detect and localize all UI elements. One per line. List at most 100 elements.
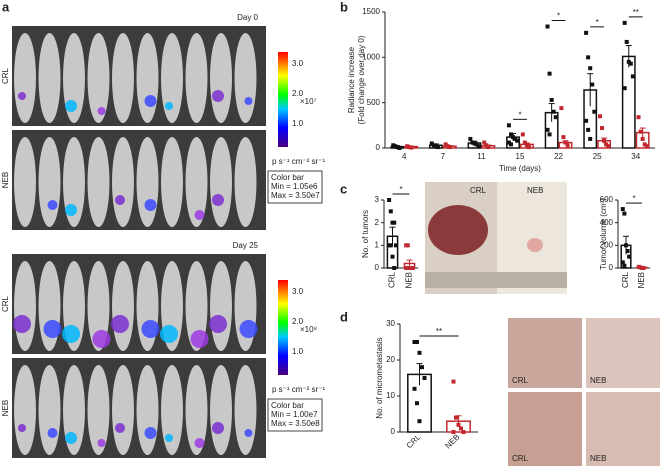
data-point [392, 266, 397, 270]
data-point [470, 140, 475, 145]
photo [586, 392, 660, 466]
mouse [14, 137, 36, 227]
data-point [626, 59, 631, 64]
signal [244, 97, 253, 105]
data-point [506, 123, 511, 128]
mouse [63, 33, 85, 123]
data-point [559, 106, 564, 111]
data-point [435, 145, 440, 150]
x-tick-label: CRL [621, 271, 630, 288]
data-point [553, 115, 558, 120]
data-point [561, 135, 566, 140]
data-point [644, 144, 649, 149]
x-tick-label: NEB [405, 272, 414, 288]
mouse [210, 33, 232, 123]
x-tick-label: NEB [443, 433, 461, 451]
mouse [38, 33, 61, 123]
photo [508, 392, 582, 466]
signal [97, 107, 106, 115]
data-point [459, 426, 463, 431]
y-tick-label: 0 [376, 143, 381, 152]
x-tick-label: 25 [593, 152, 602, 161]
y-tick-label: 200 [600, 240, 614, 249]
tumor [527, 238, 543, 252]
signal [47, 200, 58, 210]
data-point [433, 144, 438, 149]
data-point [586, 55, 591, 60]
mouse [210, 261, 232, 351]
data-point [627, 254, 632, 259]
significance-label: * [399, 185, 402, 194]
signal [190, 330, 209, 348]
signal [47, 428, 58, 438]
colorbar-info: Color bar [271, 173, 304, 182]
data-point [547, 132, 552, 137]
x-tick-label: 4 [402, 152, 407, 161]
y-tick-label: 0 [609, 263, 614, 272]
signal [160, 325, 178, 343]
data-point [545, 24, 550, 29]
data-point [486, 145, 491, 150]
data-point [482, 140, 487, 145]
data-point [592, 109, 597, 114]
data-point [468, 136, 473, 141]
data-point [447, 145, 452, 150]
mouse [112, 365, 134, 455]
mouse [87, 137, 110, 227]
mouse [185, 33, 208, 123]
photo [508, 318, 582, 388]
data-point [451, 379, 456, 384]
signal [194, 210, 205, 220]
signal [13, 315, 31, 333]
y-axis-title: No. of tumors [361, 210, 370, 258]
data-point [388, 243, 393, 248]
data-point [527, 145, 531, 150]
y-axis-title: (Fold change over day 0) [357, 35, 366, 124]
data-point [625, 249, 630, 253]
data-point [429, 141, 434, 146]
data-point [584, 30, 589, 35]
data-point [509, 132, 513, 137]
signal [65, 204, 77, 216]
y-tick-label: 3 [375, 195, 380, 204]
signal [141, 320, 160, 338]
colorbar [278, 280, 288, 375]
mouse [38, 261, 61, 351]
signal [239, 320, 258, 338]
data-point [641, 266, 646, 270]
ruler [425, 272, 567, 288]
data-point [565, 143, 570, 148]
signal [97, 439, 106, 447]
info-box [267, 398, 323, 432]
mouse [161, 137, 183, 227]
colorbar-info: Max = 3.50e7 [271, 191, 320, 200]
signal [65, 100, 77, 112]
mouse [234, 261, 257, 351]
data-point [509, 142, 513, 147]
data-point [622, 20, 627, 25]
data-point [622, 211, 627, 216]
signal [65, 432, 77, 444]
colorbar-info: Max = 3.50e8 [271, 419, 320, 428]
data-point [642, 142, 647, 147]
data-point [417, 350, 422, 355]
data-point [620, 260, 625, 265]
data-point [431, 143, 436, 148]
row-label: NEB [1, 400, 10, 416]
row-label: CRL [1, 67, 10, 84]
y-tick-label: 0 [375, 263, 380, 272]
mouse [185, 261, 208, 351]
data-point [454, 415, 458, 420]
colorbar-tick: 3.0 [292, 287, 304, 296]
row-label: CRL [1, 295, 10, 312]
mouse [87, 33, 110, 123]
significance-label: ** [436, 327, 442, 336]
y-tick-label: 20 [386, 355, 395, 364]
colorbar-tick: 3.0 [292, 59, 304, 68]
mouse [161, 33, 183, 123]
data-point [405, 144, 410, 149]
data-point [506, 140, 511, 145]
data-point [388, 209, 393, 214]
data-point [409, 145, 414, 150]
mouse [136, 365, 159, 455]
